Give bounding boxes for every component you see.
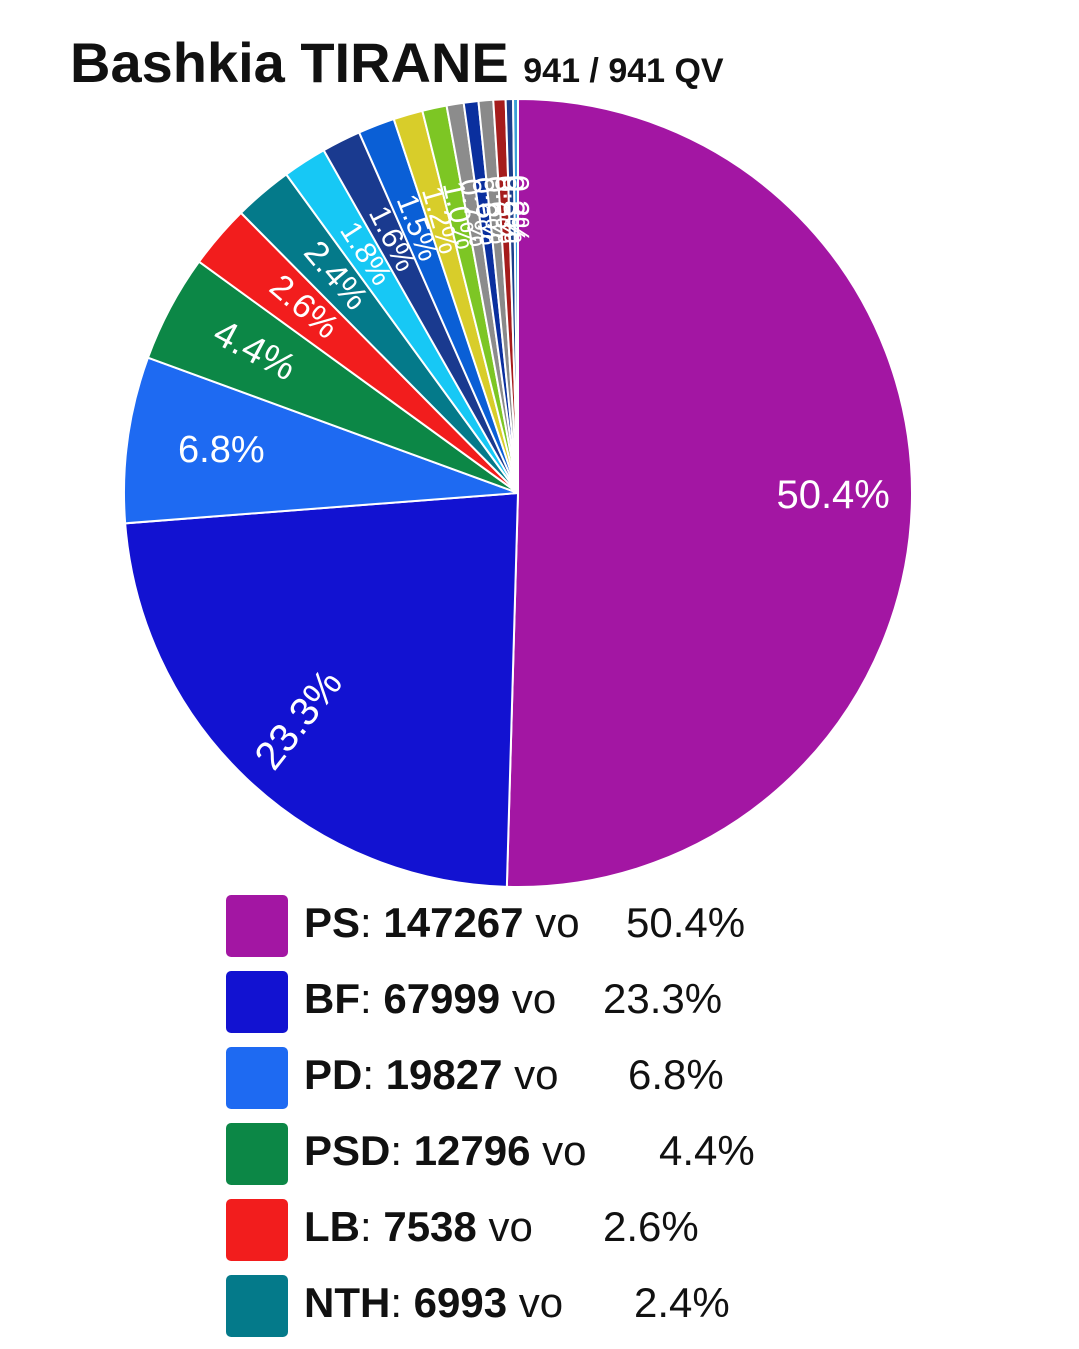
legend-pct-nth: 2.4% (634, 1279, 730, 1326)
legend-unit-bf: vo (511, 975, 557, 1022)
legend-party-bf: BF (304, 975, 360, 1022)
legend-party-pd: PD (304, 1051, 363, 1098)
legend-swatch-ps (226, 895, 288, 957)
pie-label-ps: 50.4% (776, 473, 889, 517)
legend-votes-pd: 19827 (385, 1051, 503, 1098)
pie-label-pd: 6.8% (178, 429, 265, 471)
legend-pct-psd: 4.4% (659, 1127, 755, 1174)
legend-pct-pd: 6.8% (628, 1051, 724, 1098)
pie-label-other-13: 0.6% (477, 175, 515, 246)
legend-label-ps: PS: 147267 vo (304, 899, 580, 946)
legend-unit-pd: vo (514, 1051, 559, 1098)
legend-label-nth: NTH: 6993 vo (304, 1279, 564, 1326)
pie-slice-other-16 (512, 97, 519, 494)
chart-title: Bashkia TIRANE (70, 31, 509, 94)
pie-slices (123, 97, 913, 888)
legend-unit-lb: vo (488, 1203, 533, 1250)
legend-unit-psd: vo (542, 1127, 587, 1174)
legend-label-bf: BF: 67999 vo (304, 975, 557, 1022)
legend-votes-ps: 147267 (383, 899, 524, 946)
legend-swatch-nth (226, 1275, 288, 1337)
pie-label-other-16: 0.2% (501, 175, 534, 244)
legend-unit-ps: vo (535, 899, 580, 946)
legend-swatch-psd (226, 1123, 288, 1185)
pie-slice-pd (123, 356, 519, 525)
legend-party-ps: PS (304, 899, 361, 946)
chart-subtitle: 941 / 941 QV (523, 52, 724, 90)
legend-pct-bf: 23.3% (603, 975, 723, 1022)
legend-label-pd: PD: 19827 vo (304, 1051, 559, 1098)
pie-slice-bf (124, 491, 520, 888)
legend-swatch-pd (226, 1047, 288, 1109)
legend-swatch-bf (226, 971, 288, 1033)
pie-slice-ps (505, 97, 913, 888)
chart-header: Bashkia TIRANE 941 / 941 QV (70, 30, 724, 95)
legend-pct-lb: 2.6% (603, 1203, 699, 1250)
legend-votes-bf: 67999 (383, 975, 501, 1022)
legend-unit-nth: vo (518, 1279, 564, 1326)
legend-party-lb: LB (304, 1203, 360, 1250)
pie-label-other-12: 0.6% (465, 175, 506, 247)
legend-party-psd: PSD (304, 1127, 391, 1174)
legend-label-psd: PSD: 12796 vo (304, 1127, 587, 1174)
pie-label-other-15: 0.3% (496, 175, 530, 244)
legend-pct-ps: 50.4% (626, 899, 746, 946)
legend-party-nth: NTH (304, 1279, 391, 1326)
legend-swatch-lb (226, 1199, 288, 1261)
legend-label-lb: LB: 7538 vo (304, 1203, 533, 1250)
legend-votes-psd: 12796 (413, 1127, 531, 1174)
legend-votes-lb: 7538 (383, 1203, 477, 1250)
legend-votes-nth: 6993 (413, 1279, 508, 1326)
pie-label-other-14: 0.5% (488, 175, 524, 245)
